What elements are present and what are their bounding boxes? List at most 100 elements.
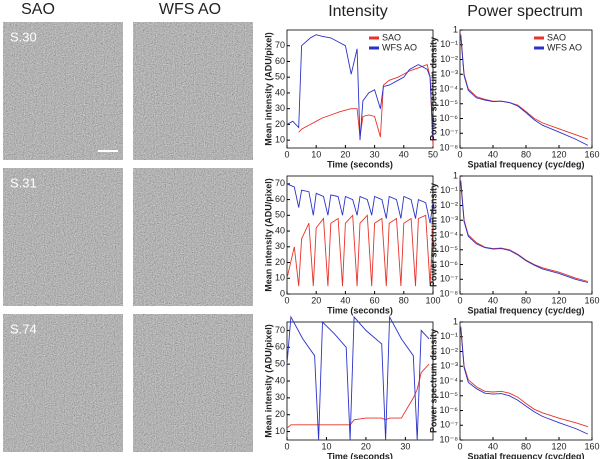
y-tick-label: 70: [275, 325, 285, 335]
y-tick-label: 1: [453, 170, 458, 180]
y-tick-label: 10⁻²: [440, 346, 458, 356]
series-line: [286, 34, 434, 141]
y-tick-label: 60: [275, 342, 285, 352]
row-label: S.31: [10, 175, 37, 190]
y-tick-label: 10⁻¹: [440, 185, 458, 195]
x-axis-label: Time (seconds): [327, 305, 393, 315]
x-tick-label: 80: [521, 295, 531, 305]
x-tick-label: 80: [399, 295, 409, 305]
y-tick-label: 10⁻²: [440, 200, 458, 210]
x-tick-label: 40: [488, 441, 498, 451]
x-tick-label: 0: [457, 441, 462, 451]
x-tick-label: 10: [321, 441, 331, 451]
y-tick-label: 1: [453, 316, 458, 326]
retina-image: [133, 314, 253, 452]
y-tick-label: 1: [453, 24, 458, 34]
y-tick-label: 30: [275, 241, 285, 251]
y-tick-label: 10⁻¹: [440, 331, 458, 341]
x-tick-label: 120: [551, 441, 566, 451]
y-tick-label: 70: [275, 40, 285, 50]
y-tick-label: 10⁻⁶: [440, 405, 459, 415]
plot-frame: [459, 321, 593, 441]
x-tick-label: 0: [457, 149, 462, 159]
legend-label: WFS AO: [382, 42, 417, 52]
y-tick-label: 60: [275, 56, 285, 66]
column-header: Power spectrum: [467, 3, 583, 20]
y-axis-label: Mean intensity (ADU/pixel): [263, 178, 273, 292]
x-tick-label: 20: [340, 149, 350, 159]
series-line: [460, 181, 589, 283]
retina-image: [133, 22, 253, 160]
y-tick-label: 10⁻⁸: [439, 434, 458, 444]
retina-image: [3, 314, 123, 452]
y-tick-label: 10⁻⁸: [439, 142, 458, 152]
column-header: Intensity: [328, 3, 388, 20]
plot-frame: [286, 175, 434, 295]
x-tick-label: 80: [521, 441, 531, 451]
x-tick-label: 40: [488, 295, 498, 305]
series-line: [286, 363, 430, 429]
y-tick-label: 10⁻⁶: [440, 113, 459, 123]
y-tick-label: 40: [275, 375, 285, 385]
plot-frame: [286, 29, 434, 149]
plot-frame: [286, 321, 434, 441]
retina-image: [133, 168, 253, 306]
legend-label: WFS AO: [547, 42, 582, 52]
series-line: [460, 180, 589, 282]
y-tick-label: 20: [275, 409, 285, 419]
y-tick-label: 30: [275, 103, 285, 113]
y-tick-label: 10: [275, 273, 285, 283]
x-axis-label: Spatial frequency (cyc/deg): [467, 451, 584, 459]
x-axis-label: Spatial frequency (cyc/deg): [467, 305, 584, 315]
y-tick-label: 10⁻²: [440, 54, 458, 64]
series-line: [286, 315, 430, 441]
x-axis-label: Time (seconds): [327, 159, 393, 169]
y-tick-label: 10⁻⁸: [439, 288, 458, 298]
y-axis-label: Power spectrum density: [428, 183, 438, 287]
row-label: S.30: [10, 29, 37, 44]
y-tick-label: 10: [275, 135, 285, 145]
x-tick-label: 40: [340, 295, 350, 305]
y-tick-label: 20: [275, 257, 285, 267]
series-line: [460, 35, 589, 146]
y-tick-label: 10⁻⁵: [440, 244, 459, 254]
y-tick-label: 0: [280, 288, 285, 298]
retina-image: [3, 22, 123, 160]
x-tick-label: 50: [428, 149, 438, 159]
y-tick-label: 10⁻⁵: [440, 390, 459, 400]
x-tick-label: 160: [584, 149, 599, 159]
x-tick-label: 0: [457, 295, 462, 305]
column-header: WFS AO: [159, 1, 221, 18]
y-tick-label: 10⁻⁴: [439, 375, 458, 385]
y-tick-label: 10⁻³: [440, 215, 458, 225]
x-tick-label: 0: [284, 441, 289, 451]
x-tick-label: 60: [370, 295, 380, 305]
series-line: [460, 327, 589, 435]
x-tick-label: 120: [551, 295, 566, 305]
x-tick-label: 80: [521, 149, 531, 159]
row-label: S.74: [10, 321, 37, 336]
y-tick-label: 10⁻⁶: [440, 259, 459, 269]
y-tick-label: 10⁻⁵: [440, 98, 459, 108]
x-tick-label: 160: [584, 441, 599, 451]
x-axis-label: Time (seconds): [327, 451, 393, 459]
x-tick-label: 20: [311, 295, 321, 305]
x-tick-label: 30: [370, 149, 380, 159]
y-axis-label: Power spectrum density: [428, 329, 438, 433]
series-line: [298, 64, 434, 147]
column-header: SAO: [21, 1, 55, 18]
x-tick-label: 160: [584, 295, 599, 305]
x-tick-label: 40: [488, 149, 498, 159]
series-line: [286, 214, 434, 287]
x-tick-label: 10: [311, 149, 321, 159]
x-tick-label: 0: [284, 295, 289, 305]
y-axis-label: Power spectrum density: [428, 37, 438, 141]
y-tick-label: 10⁻³: [440, 361, 458, 371]
legend-label: SAO: [547, 32, 566, 42]
images: S.30 S.31 S.74: [3, 22, 253, 452]
y-tick-label: 50: [275, 359, 285, 369]
y-tick-label: 10⁻¹: [440, 39, 458, 49]
x-axis-label: Spatial frequency (cyc/deg): [467, 159, 584, 169]
retina-image: [3, 168, 123, 306]
